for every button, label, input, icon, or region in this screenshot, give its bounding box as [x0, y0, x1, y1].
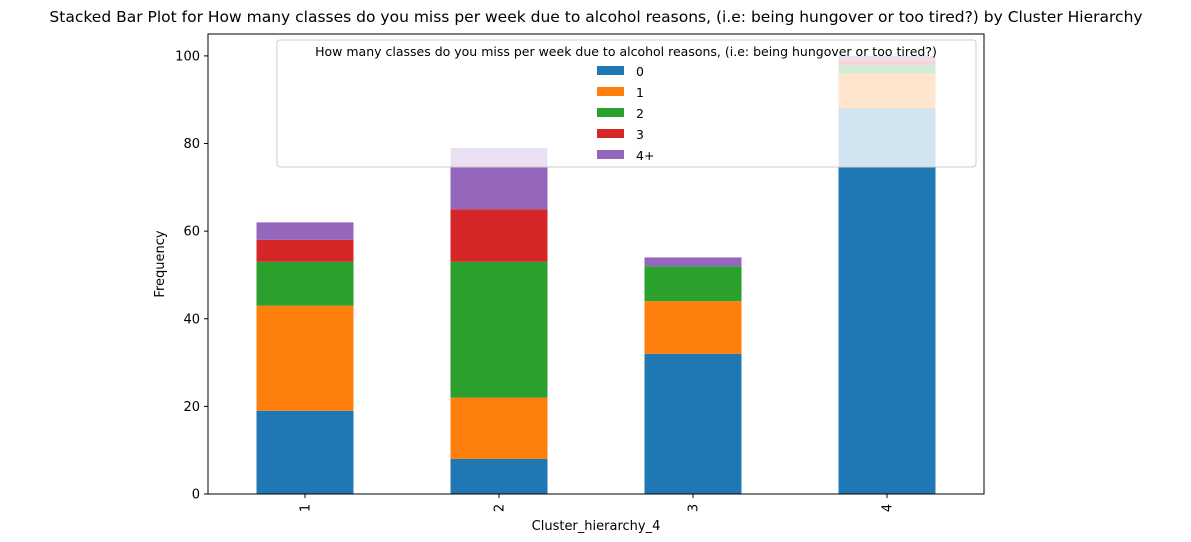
chart-title: Stacked Bar Plot for How many classes do… — [49, 8, 1142, 26]
bar-segment-cluster-3-series-1 — [644, 301, 742, 354]
legend: How many classes do you miss per week du… — [276, 39, 977, 168]
x-tick-label: 3 — [687, 504, 702, 512]
y-tick-label: 60 — [183, 225, 200, 240]
y-axis-label: Frequency — [153, 230, 168, 297]
bar-segment-cluster-3-series-0 — [644, 353, 742, 494]
legend-title: How many classes do you miss per week du… — [315, 44, 937, 59]
plot-frame — [207, 33, 985, 495]
legend-swatch — [597, 108, 624, 117]
bar-segment-cluster-3-series-2 — [644, 266, 742, 302]
legend-label: 2 — [636, 106, 644, 121]
legend-swatch — [597, 66, 624, 75]
bar-segment-cluster-4-series-0 — [838, 108, 936, 494]
x-axis-label: Cluster_hierarchy_4 — [532, 519, 661, 534]
x-tick-label: 2 — [493, 504, 508, 512]
legend-label: 0 — [636, 64, 644, 79]
legend-label: 3 — [636, 127, 644, 142]
legend-swatch — [597, 129, 624, 138]
bar-segment-cluster-1-series-1 — [256, 305, 354, 411]
bar-segment-cluster-2-series-2 — [450, 261, 548, 398]
y-tick-label: 100 — [175, 49, 200, 64]
bar-segment-cluster-1-series-4 — [256, 222, 354, 240]
y-tick-label: 0 — [192, 488, 200, 503]
bar-segment-cluster-1-series-2 — [256, 261, 354, 306]
y-tick-label: 40 — [183, 312, 200, 327]
bar-segment-cluster-3-series-4 — [644, 257, 742, 267]
x-tick-label: 4 — [881, 504, 896, 512]
y-axis-ticks: 0 20 40 60 80 100 — [175, 49, 208, 503]
bar-segment-cluster-2-series-1 — [450, 397, 548, 459]
legend-swatch — [597, 87, 624, 96]
x-axis-ticks: 1 2 3 4 — [299, 494, 896, 512]
y-tick-label: 80 — [183, 137, 200, 152]
legend-label: 1 — [636, 85, 644, 100]
x-tick-label: 1 — [299, 504, 314, 512]
legend-label: 4+ — [636, 148, 654, 163]
bar-segment-cluster-2-series-0 — [450, 458, 548, 494]
bar-segment-cluster-2-series-3 — [450, 209, 548, 262]
legend-frame — [276, 39, 977, 168]
y-tick-label: 20 — [183, 400, 200, 415]
legend-items: 0 1 2 3 4+ — [597, 64, 654, 163]
bar-segment-cluster-1-series-3 — [256, 239, 354, 262]
bar-segment-cluster-1-series-0 — [256, 410, 354, 494]
legend-swatch — [597, 150, 624, 159]
